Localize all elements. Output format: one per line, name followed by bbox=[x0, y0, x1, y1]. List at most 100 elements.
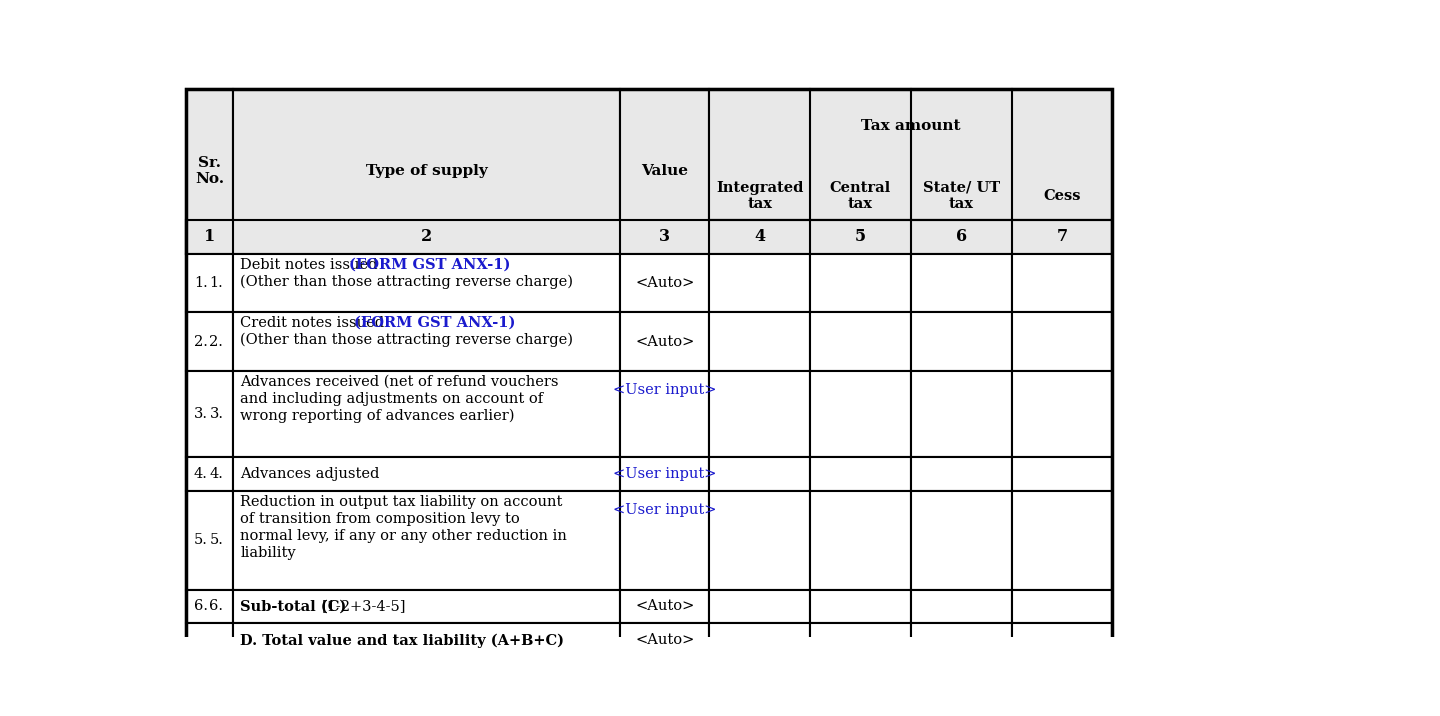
Text: 2: 2 bbox=[420, 228, 432, 246]
Bar bbox=[186, 589, 233, 624]
Text: 1.: 1. bbox=[209, 276, 223, 290]
Text: <User input>: <User input> bbox=[613, 467, 717, 481]
Bar bbox=[1011, 457, 1112, 491]
Bar bbox=[186, 491, 233, 589]
Bar bbox=[811, 589, 912, 624]
Text: Tax amount: Tax amount bbox=[861, 120, 960, 133]
Bar bbox=[710, 312, 811, 371]
Bar bbox=[186, 253, 233, 312]
Bar bbox=[811, 371, 912, 457]
Bar bbox=[233, 457, 621, 491]
Bar bbox=[186, 312, 233, 371]
Bar bbox=[186, 457, 233, 491]
Bar bbox=[811, 624, 912, 657]
Text: Advances received (net of refund vouchers: Advances received (net of refund voucher… bbox=[240, 374, 559, 389]
Bar bbox=[621, 371, 710, 457]
Bar bbox=[186, 371, 233, 457]
Text: Central
tax: Central tax bbox=[829, 181, 891, 211]
Bar bbox=[1011, 624, 1112, 657]
Text: 5.: 5. bbox=[209, 533, 223, 547]
Text: D. Total value and tax liability (A+B+C): D. Total value and tax liability (A+B+C) bbox=[240, 633, 564, 647]
Bar bbox=[1011, 589, 1112, 624]
Bar bbox=[233, 89, 621, 253]
Bar bbox=[811, 253, 912, 312]
Text: (Other than those attracting reverse charge): (Other than those attracting reverse cha… bbox=[240, 274, 573, 289]
Text: 1.: 1. bbox=[194, 276, 207, 290]
Text: 3: 3 bbox=[660, 228, 670, 246]
Bar bbox=[710, 89, 1112, 220]
Bar bbox=[233, 253, 621, 312]
Text: 5.: 5. bbox=[194, 533, 207, 547]
Text: 4.: 4. bbox=[209, 467, 223, 481]
Text: 6.: 6. bbox=[194, 599, 207, 614]
Text: (Other than those attracting reverse charge): (Other than those attracting reverse cha… bbox=[240, 333, 573, 347]
Bar bbox=[1011, 371, 1112, 457]
Bar bbox=[621, 491, 710, 589]
Text: <Auto>: <Auto> bbox=[635, 634, 694, 647]
Text: Credit notes issued: Credit notes issued bbox=[240, 316, 393, 330]
Text: Type of supply: Type of supply bbox=[366, 165, 487, 178]
Bar bbox=[912, 457, 1011, 491]
Bar bbox=[710, 589, 811, 624]
Bar bbox=[710, 457, 811, 491]
Text: 5: 5 bbox=[855, 228, 865, 246]
Bar bbox=[621, 89, 710, 253]
Bar bbox=[710, 253, 811, 312]
Text: 2.: 2. bbox=[194, 334, 207, 349]
Bar bbox=[912, 253, 1011, 312]
Text: 6: 6 bbox=[956, 228, 966, 246]
Bar bbox=[912, 589, 1011, 624]
Text: Sr.
No.: Sr. No. bbox=[194, 156, 225, 186]
Text: 4.: 4. bbox=[194, 467, 207, 481]
Text: 4: 4 bbox=[755, 228, 765, 246]
Text: normal levy, if any or any other reduction in: normal levy, if any or any other reducti… bbox=[240, 528, 567, 543]
Bar bbox=[710, 624, 811, 657]
Bar bbox=[710, 491, 811, 589]
Bar bbox=[186, 89, 233, 253]
Bar bbox=[621, 253, 710, 312]
Bar bbox=[621, 624, 710, 657]
Text: State/ UT
tax: State/ UT tax bbox=[923, 181, 999, 211]
Bar bbox=[233, 312, 621, 371]
Bar bbox=[1011, 253, 1112, 312]
Bar bbox=[186, 220, 1112, 253]
Bar bbox=[811, 312, 912, 371]
Bar bbox=[912, 312, 1011, 371]
Bar bbox=[912, 491, 1011, 589]
Bar bbox=[1011, 312, 1112, 371]
Text: Cess: Cess bbox=[1043, 189, 1080, 203]
Text: Debit notes issued: Debit notes issued bbox=[240, 258, 387, 271]
Bar bbox=[233, 589, 621, 624]
Text: and including adjustments on account of: and including adjustments on account of bbox=[240, 392, 543, 405]
Text: (FORM GST ANX-1): (FORM GST ANX-1) bbox=[354, 316, 516, 330]
Text: Sub-total (C): Sub-total (C) bbox=[240, 599, 351, 614]
Text: 6.: 6. bbox=[209, 599, 223, 614]
Bar bbox=[912, 371, 1011, 457]
Bar bbox=[186, 89, 1112, 657]
Text: <User input>: <User input> bbox=[613, 383, 717, 397]
Text: liability: liability bbox=[240, 546, 297, 559]
Text: <Auto>: <Auto> bbox=[635, 276, 694, 290]
Text: 2.: 2. bbox=[209, 334, 223, 349]
Bar bbox=[233, 624, 621, 657]
Text: (FORM GST ANX-1): (FORM GST ANX-1) bbox=[348, 258, 510, 271]
Text: Value: Value bbox=[641, 165, 688, 178]
Text: 7: 7 bbox=[1057, 228, 1067, 246]
Bar bbox=[186, 624, 233, 657]
Text: Advances adjusted: Advances adjusted bbox=[240, 467, 380, 481]
Bar bbox=[621, 589, 710, 624]
Bar bbox=[233, 491, 621, 589]
Bar bbox=[1011, 491, 1112, 589]
Bar bbox=[710, 371, 811, 457]
Text: <Auto>: <Auto> bbox=[635, 599, 694, 614]
Bar bbox=[621, 312, 710, 371]
Text: Integrated
tax: Integrated tax bbox=[716, 181, 804, 211]
Bar bbox=[912, 624, 1011, 657]
Text: wrong reporting of advances earlier): wrong reporting of advances earlier) bbox=[240, 408, 516, 422]
Bar bbox=[811, 491, 912, 589]
Text: [1-2+3-4-5]: [1-2+3-4-5] bbox=[321, 599, 406, 614]
Text: 1: 1 bbox=[204, 228, 215, 246]
Text: 3.: 3. bbox=[194, 407, 207, 421]
Bar bbox=[621, 457, 710, 491]
Text: Reduction in output tax liability on account: Reduction in output tax liability on acc… bbox=[240, 495, 563, 509]
